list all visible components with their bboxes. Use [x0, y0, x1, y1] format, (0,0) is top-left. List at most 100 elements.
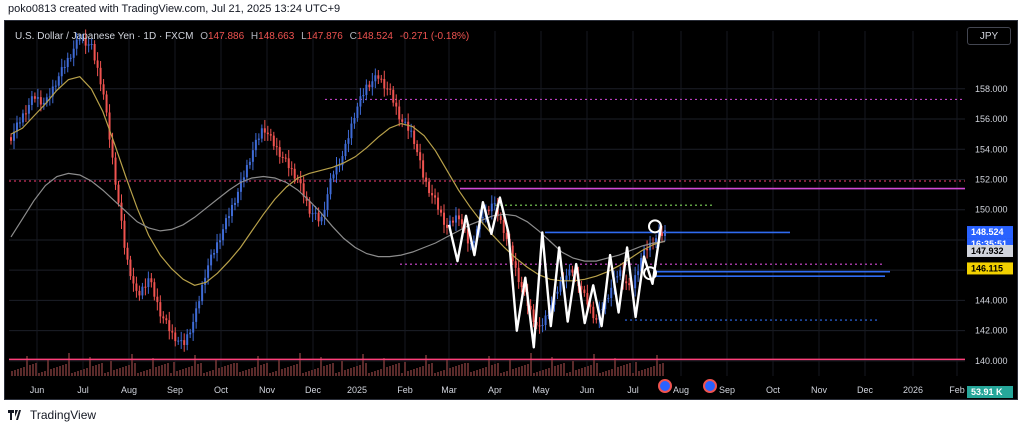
- candle-body: [377, 75, 380, 79]
- footer: TradingView: [8, 407, 96, 423]
- volume-bar: [158, 366, 160, 376]
- volume-bar: [356, 366, 358, 376]
- candle-body: [225, 218, 228, 230]
- volume-bar: [509, 360, 511, 376]
- zigzag-line: [447, 196, 663, 349]
- candle-body: [66, 57, 69, 68]
- volume-bar: [212, 370, 214, 376]
- candle-body: [383, 79, 386, 89]
- candle-body: [487, 209, 490, 212]
- volume-bar: [479, 369, 481, 376]
- candle-body: [281, 156, 284, 158]
- y-tick-label: 144.000: [975, 295, 1008, 305]
- ma-price-label: 147.932: [971, 246, 1004, 256]
- volume-bar: [617, 367, 619, 376]
- volume-bar: [179, 370, 181, 376]
- candle-body: [186, 334, 189, 345]
- volume-bar: [395, 364, 397, 376]
- candle-body: [284, 157, 287, 159]
- volume-bar: [593, 354, 595, 376]
- volume-bar: [653, 366, 655, 376]
- volume-bar: [176, 371, 178, 376]
- volume-bar: [236, 363, 238, 376]
- candle-body: [338, 165, 341, 167]
- candle-body: [454, 215, 457, 223]
- volume-bar: [527, 364, 529, 376]
- candle-body: [201, 284, 204, 302]
- volume-bar: [467, 363, 469, 376]
- volume-bar: [353, 367, 355, 376]
- candle-body: [446, 224, 448, 228]
- candle-body: [362, 94, 365, 97]
- candle-body: [353, 117, 356, 124]
- level-price-label: 146.115: [971, 263, 1003, 273]
- candle-body: [257, 138, 260, 140]
- candle-body: [344, 143, 347, 157]
- candle-body: [368, 84, 371, 88]
- volume-bar: [494, 364, 496, 376]
- candle-body: [416, 143, 419, 153]
- volume-bar: [323, 366, 325, 376]
- volume-bar: [119, 368, 121, 376]
- volume-bar: [557, 365, 559, 376]
- candle-body: [147, 278, 150, 288]
- candle-body: [251, 150, 254, 162]
- volume-bar: [446, 359, 448, 376]
- candle-body: [171, 331, 174, 333]
- candle-body: [198, 301, 201, 309]
- x-tick-label: Jun: [580, 385, 595, 395]
- volume-bar: [455, 366, 457, 376]
- volume-bar: [20, 368, 22, 376]
- volume-bar: [314, 369, 316, 376]
- volume-bar: [224, 366, 226, 376]
- x-tick-label: 2025: [347, 385, 367, 395]
- volume-bar: [101, 363, 103, 376]
- volume-bar: [242, 371, 244, 376]
- volume-bar: [422, 366, 424, 376]
- volume-bar: [305, 372, 307, 376]
- volume-bar: [413, 369, 415, 376]
- candle-body: [213, 252, 216, 255]
- volume-bar: [458, 365, 460, 376]
- x-tick-label: Mar: [441, 385, 457, 395]
- volume-bar: [65, 364, 67, 376]
- volume-bar: [632, 373, 634, 376]
- candle-body: [314, 212, 317, 214]
- candle-body: [105, 94, 108, 113]
- volume-bar: [260, 365, 262, 376]
- zigzag-pattern: [447, 196, 663, 349]
- candle-body: [42, 102, 45, 105]
- volume-bar: [299, 353, 301, 376]
- candle-body: [380, 78, 383, 80]
- candle-body: [565, 275, 568, 282]
- volume-bar: [278, 360, 280, 376]
- volume-bar: [506, 371, 508, 376]
- candle-body: [386, 88, 389, 90]
- x-tick-label: Sep: [719, 385, 735, 395]
- high-key: H: [250, 31, 259, 42]
- footer-brand: TradingView: [30, 408, 97, 422]
- candle-body: [655, 238, 658, 245]
- ma-price-label-bg: [967, 244, 1013, 257]
- candle-body: [634, 275, 637, 289]
- candle-body: [45, 97, 48, 103]
- candle-body: [335, 165, 338, 175]
- volume-bar: [587, 366, 589, 376]
- volume-bar: [44, 371, 46, 376]
- volume-bar: [329, 364, 331, 376]
- candle-body: [541, 325, 544, 327]
- currency-button[interactable]: JPY: [967, 27, 1011, 45]
- volume-bar: [104, 373, 106, 376]
- chart-frame[interactable]: 158.000156.000154.000152.000150.000148.0…: [4, 20, 1018, 400]
- volume-bar: [452, 367, 454, 376]
- volume-bar: [428, 364, 430, 376]
- candle-body: [359, 96, 362, 107]
- candle-body: [189, 332, 192, 335]
- candle-body: [443, 212, 446, 225]
- candle-body: [242, 177, 245, 181]
- y-tick-label: 156.000: [975, 114, 1008, 124]
- volume-bar: [383, 358, 385, 376]
- chart-canvas[interactable]: 158.000156.000154.000152.000150.000148.0…: [5, 21, 1017, 399]
- candle-body: [263, 128, 266, 133]
- volume-bar: [164, 364, 166, 376]
